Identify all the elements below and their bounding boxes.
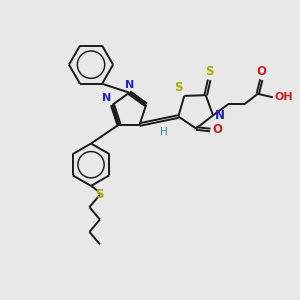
Text: S: S bbox=[174, 81, 183, 94]
Text: O: O bbox=[213, 124, 223, 136]
Text: N: N bbox=[102, 93, 111, 103]
Text: N: N bbox=[125, 80, 134, 90]
Text: OH: OH bbox=[274, 92, 293, 102]
Text: N: N bbox=[214, 109, 224, 122]
Text: S: S bbox=[96, 188, 104, 201]
Text: O: O bbox=[256, 64, 266, 78]
Text: H: H bbox=[160, 127, 167, 137]
Text: S: S bbox=[205, 64, 214, 77]
